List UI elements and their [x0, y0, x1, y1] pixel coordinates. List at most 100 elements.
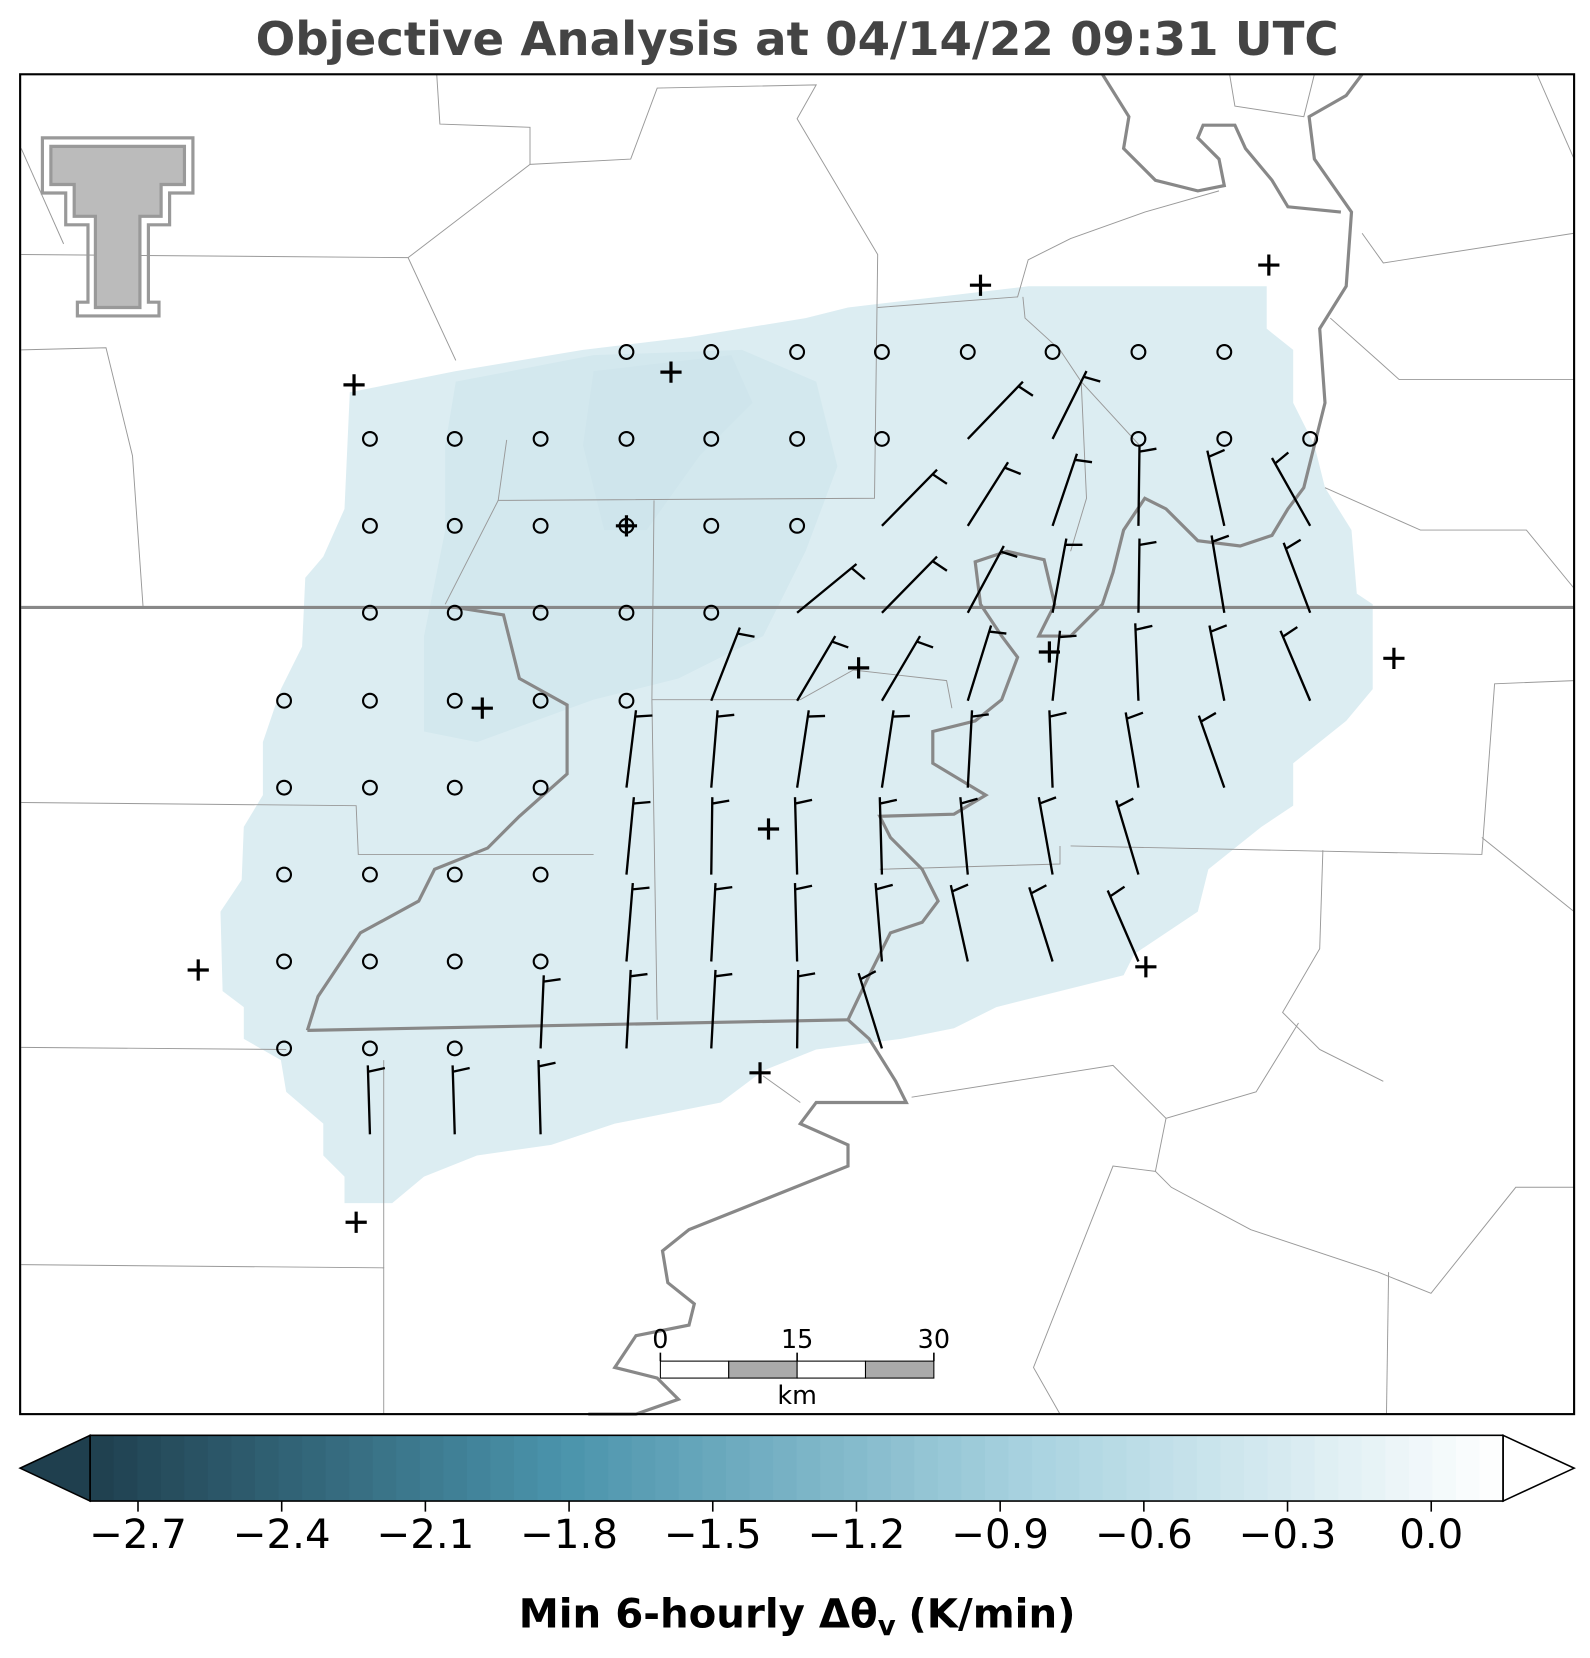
calm-station [1130, 344, 1147, 360]
wind-barb [966, 545, 1018, 614]
wind-barb [1134, 623, 1153, 701]
wind-barb [710, 969, 733, 1049]
wind-barb [1208, 624, 1228, 701]
wind-barb [793, 883, 813, 962]
map: 0 15 30 km [19, 73, 1576, 1416]
colorbar-step [749, 1435, 774, 1502]
station-marker [345, 1211, 367, 1233]
wind-barb [1051, 453, 1093, 527]
calm-station [789, 344, 806, 360]
colorbar-step [631, 1435, 656, 1502]
wind-barb [1051, 370, 1101, 440]
title: Objective Analysis at 04/14/22 09:31 UTC [256, 12, 1339, 66]
colorbar-tick-label: −2.7 [89, 1512, 187, 1558]
colorbar-step [372, 1435, 397, 1502]
colorbar-label: Min 6-hourly Δθv (K/min) [519, 1592, 1076, 1643]
calm-station [361, 1040, 378, 1057]
calm-station [446, 604, 463, 621]
colorbar: −2.7 −2.4 −2.1 −1.8 −1.5 −1.2 −0.9 −0.6 −0.3 0.0 [18, 1434, 1576, 1558]
colorbar-step [90, 1435, 115, 1502]
wind-barb [1051, 538, 1083, 613]
logo [40, 136, 195, 318]
wind-barb [966, 380, 1034, 440]
calm-station [361, 517, 378, 534]
calm-station [446, 779, 463, 796]
station-marker [1383, 647, 1405, 669]
calm-station [446, 517, 463, 534]
colorbar-step [1055, 1435, 1080, 1502]
colorbar-step [890, 1435, 915, 1502]
scale-tick-label: 15 [781, 1324, 813, 1354]
colorbar-step [561, 1435, 586, 1502]
colorbar-tick-label: −1.5 [664, 1512, 762, 1558]
wind-barb [625, 797, 651, 875]
station-marker [660, 361, 682, 383]
wind-barb [880, 710, 910, 788]
station-marker [615, 515, 638, 537]
colorbar-tick-label: −0.6 [1095, 1512, 1193, 1558]
colorbar-step [443, 1435, 468, 1502]
wind-barb [1048, 710, 1067, 788]
calm-station [276, 1040, 293, 1057]
station-marker [1258, 254, 1280, 276]
colorbar-tick-label: 0.0 [1399, 1512, 1463, 1558]
calm-station [1216, 430, 1233, 447]
station-marker [749, 1062, 771, 1084]
wind-barb [1115, 797, 1140, 875]
calm-station [873, 344, 890, 360]
colorbar-step [419, 1435, 444, 1502]
wind-barb [793, 797, 813, 875]
colorbar-tick-label: −0.3 [1239, 1512, 1337, 1558]
colorbar-step [1408, 1435, 1434, 1502]
calm-station [703, 344, 720, 360]
colorbar-extend-high [1502, 1434, 1576, 1503]
colorbar-step [231, 1435, 256, 1502]
calm-station [361, 779, 378, 796]
calm-station [532, 953, 549, 970]
label-main: Min 6-hourly Δθ [519, 1592, 878, 1638]
wind-barb [537, 1060, 556, 1135]
scale-segment [659, 1360, 730, 1379]
wind-barb [857, 970, 884, 1049]
wind-barb [881, 555, 948, 614]
wind-barb [1124, 711, 1144, 788]
wind-barb [880, 635, 934, 702]
wind-barb [966, 461, 1022, 527]
calm-station [446, 1040, 463, 1057]
wind-barb [1206, 448, 1226, 527]
colorbar-extend-low [18, 1434, 91, 1503]
wind-barb [625, 969, 648, 1049]
colorbar-step [1220, 1435, 1245, 1502]
colorbar-step [278, 1435, 303, 1502]
wind-barb [966, 710, 989, 788]
colorbar-step [867, 1435, 892, 1502]
colorbar-step [1008, 1435, 1033, 1502]
colorbar-step [349, 1435, 374, 1502]
calm-station [446, 953, 463, 970]
calm-station [276, 779, 293, 796]
station-marker [969, 274, 992, 296]
calm-station [703, 430, 720, 447]
wind-barb [625, 882, 650, 962]
calm-station [446, 430, 463, 447]
colorbar-step [1455, 1435, 1481, 1502]
colorbar-step [1361, 1435, 1386, 1502]
colorbar-step [160, 1435, 185, 1502]
colorbar-step [1244, 1435, 1269, 1502]
colorbar-step [725, 1435, 751, 1502]
colorbar-step [1432, 1435, 1457, 1502]
calm-station [532, 692, 549, 709]
calm-station [532, 604, 549, 621]
colorbar-step [678, 1435, 704, 1502]
colorbar-step [1479, 1435, 1504, 1502]
colorbar-step [608, 1435, 633, 1502]
wind-barb [949, 883, 969, 962]
station-marker [1135, 956, 1157, 978]
colorbar-step [1385, 1435, 1410, 1502]
colorbar-step [937, 1435, 963, 1502]
calm-station [446, 692, 463, 709]
calm-station [618, 344, 635, 360]
wind-barb [539, 975, 561, 1049]
station-marker [757, 818, 780, 840]
calm-station [1044, 344, 1061, 360]
